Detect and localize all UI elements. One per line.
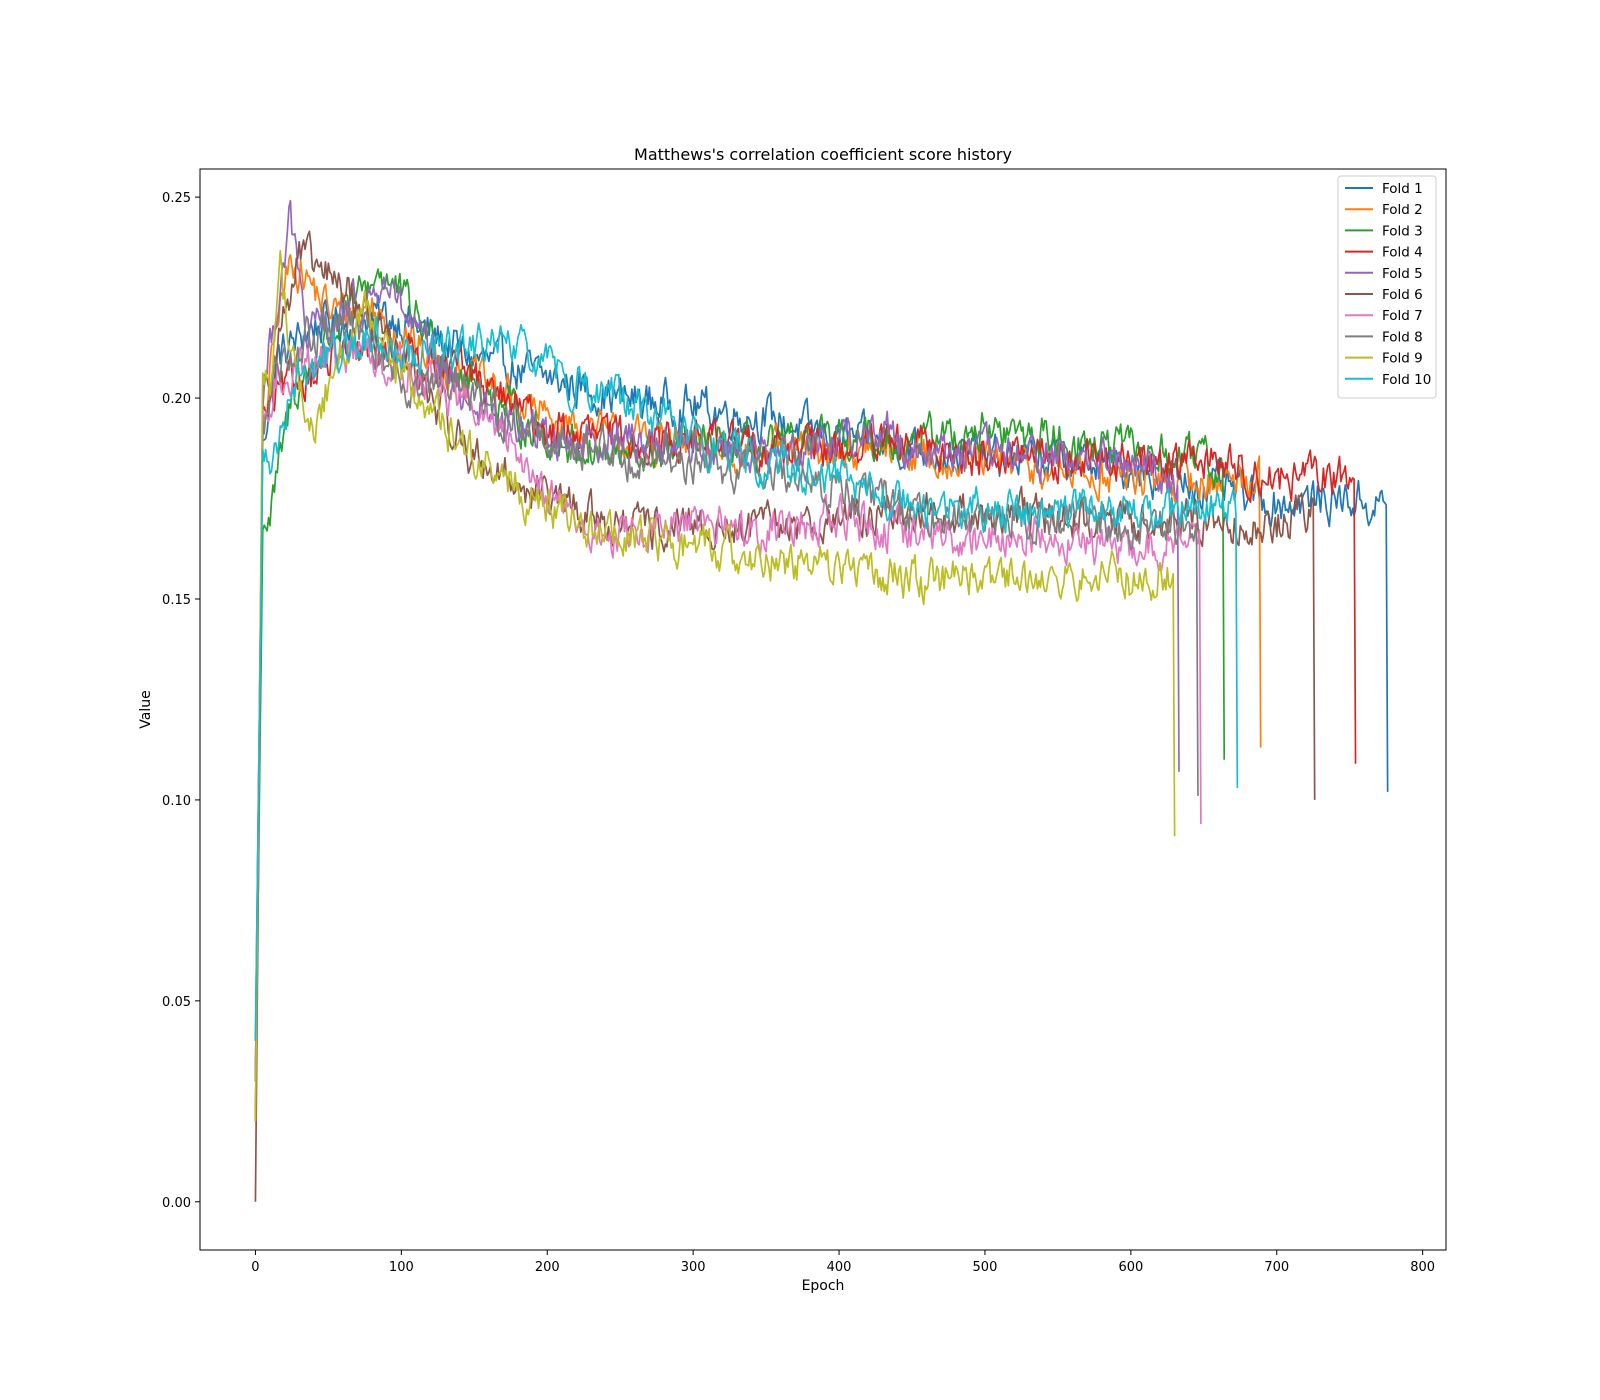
legend-label: Fold 9	[1382, 351, 1423, 367]
y-tick-label: 0.10	[162, 794, 191, 809]
x-axis-label: Epoch	[802, 1278, 845, 1294]
legend-label: Fold 1	[1382, 181, 1423, 197]
x-axis: 0 100 200 300 400 500 600 700 800	[251, 1250, 1435, 1275]
y-tick-label: 0.00	[162, 1196, 191, 1211]
legend-label: Fold 3	[1382, 223, 1423, 239]
y-axis: 0.00 0.05 0.10 0.15 0.20 0.25	[162, 191, 200, 1211]
chart-title: Matthews's correlation coefficient score…	[634, 145, 1012, 164]
plot-frame	[199, 168, 1447, 1251]
x-tick-label: 600	[1118, 1260, 1143, 1275]
legend-label: Fold 8	[1382, 329, 1423, 345]
legend-label: Fold 4	[1382, 245, 1423, 261]
y-tick-label: 0.05	[162, 995, 191, 1010]
y-axis-label: Value	[138, 690, 154, 728]
legend-label: Fold 7	[1382, 308, 1423, 324]
x-tick-label: 700	[1264, 1260, 1289, 1275]
legend-label: Fold 2	[1382, 202, 1423, 218]
series-line-fold-9	[254, 249, 1176, 1122]
series-layer	[254, 199, 1389, 1202]
y-tick-label: 0.15	[162, 593, 191, 608]
legend-label: Fold 6	[1382, 287, 1423, 303]
legend-label: Fold 5	[1382, 266, 1423, 282]
y-tick-label: 0.20	[162, 392, 191, 407]
x-tick-label: 100	[389, 1260, 414, 1275]
x-tick-label: 300	[681, 1260, 706, 1275]
x-tick-label: 500	[973, 1260, 998, 1275]
series-line-fold-10	[254, 316, 1239, 1042]
legend: Fold 1 Fold 2 Fold 3 Fold 4 Fold 5 Fold 6 Fold…	[1337, 175, 1437, 399]
x-tick-label: 200	[535, 1260, 560, 1275]
legend-box	[1337, 175, 1437, 399]
legend-label: Fold 10	[1382, 372, 1431, 388]
series-line-fold-3	[254, 268, 1226, 1122]
y-tick-label: 0.25	[162, 191, 191, 206]
x-tick-label: 400	[827, 1260, 852, 1275]
x-tick-label: 0	[251, 1260, 259, 1275]
x-tick-label: 800	[1410, 1260, 1435, 1275]
